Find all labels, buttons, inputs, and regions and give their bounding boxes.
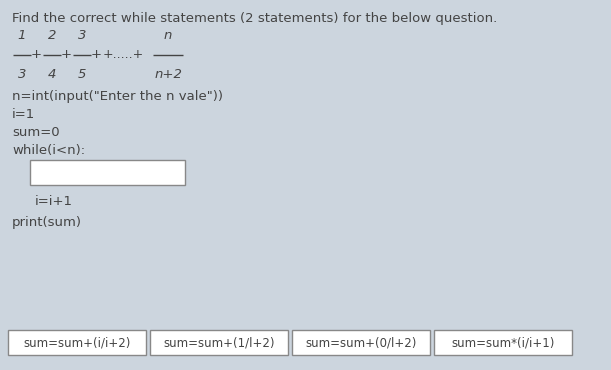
Text: sum=sum*(i/i+1): sum=sum*(i/i+1) <box>452 336 555 349</box>
FancyBboxPatch shape <box>30 160 185 185</box>
Text: sum=sum+(1/l+2): sum=sum+(1/l+2) <box>163 336 275 349</box>
FancyBboxPatch shape <box>434 330 572 355</box>
Text: 2: 2 <box>48 29 56 42</box>
Text: sum=sum+(0/l+2): sum=sum+(0/l+2) <box>306 336 417 349</box>
Text: i=i+1: i=i+1 <box>35 195 73 208</box>
Text: 1: 1 <box>18 29 26 42</box>
Text: +.....+: +.....+ <box>103 47 144 61</box>
Text: 5: 5 <box>78 68 86 81</box>
Text: +: + <box>60 47 71 61</box>
FancyBboxPatch shape <box>8 330 146 355</box>
Text: 4: 4 <box>48 68 56 81</box>
Text: 3: 3 <box>18 68 26 81</box>
Text: n=int(input("Enter the n vale")): n=int(input("Enter the n vale")) <box>12 90 223 103</box>
Text: sum=0: sum=0 <box>12 126 60 139</box>
FancyBboxPatch shape <box>150 330 288 355</box>
Text: print(sum): print(sum) <box>12 216 82 229</box>
Text: n+2: n+2 <box>154 68 182 81</box>
Text: i=1: i=1 <box>12 108 35 121</box>
Text: while(i<n):: while(i<n): <box>12 144 85 157</box>
Text: +: + <box>90 47 101 61</box>
Text: 3: 3 <box>78 29 86 42</box>
Text: sum=sum+(i/i+2): sum=sum+(i/i+2) <box>23 336 131 349</box>
Text: n: n <box>164 29 172 42</box>
Text: +: + <box>31 47 42 61</box>
Text: Find the correct while statements (2 statements) for the below question.: Find the correct while statements (2 sta… <box>12 12 497 25</box>
FancyBboxPatch shape <box>292 330 430 355</box>
